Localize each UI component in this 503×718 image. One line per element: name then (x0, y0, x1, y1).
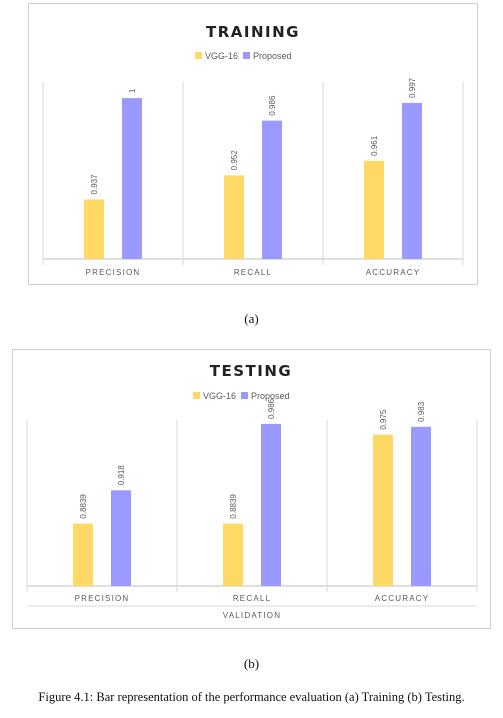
training-bar-accuracy-0 (364, 160, 384, 259)
testing-bar-recall-0 (223, 523, 243, 586)
training-chart: TRAINING VGG-16 Proposed 0.937 1 PRECISION 0.9… (42, 23, 464, 277)
testing-legend-swatch-0 (193, 392, 200, 399)
testing-chart-panel: TESTING VGG-16 Proposed 0.8839 0.918 PRECISIO… (12, 349, 491, 629)
testing-bar-accuracy-1 (411, 426, 431, 586)
training-bar-precision-0 (84, 199, 104, 259)
subcaption-b: (b) (243, 656, 260, 671)
training-data-label: 1 (128, 88, 137, 93)
testing-data-label: 0.975 (379, 409, 388, 430)
training-legend-swatch-0 (195, 52, 202, 59)
training-bar-recall-1 (262, 120, 282, 259)
training-category-label: PRECISION (86, 268, 141, 277)
testing-data-label: 0.983 (417, 401, 426, 422)
testing-legend-label-0: VGG-16 (203, 391, 236, 401)
testing-legend-label-1: Proposed (251, 391, 290, 401)
testing-data-label: 0.8839 (229, 494, 238, 519)
training-bar-recall-0 (224, 175, 244, 259)
training-data-label: 0.986 (268, 95, 277, 116)
testing-data-label: 0.986 (267, 398, 276, 419)
testing-bar-accuracy-0 (373, 434, 393, 586)
training-bar-accuracy-1 (402, 102, 422, 259)
testing-bar-precision-0 (73, 523, 93, 586)
testing-category-label: RECALL (233, 594, 271, 603)
testing-data-label: 0.8839 (79, 494, 88, 519)
training-data-label: 0.997 (408, 77, 417, 98)
testing-category-label: ACCURACY (375, 594, 430, 603)
testing-category-label: PRECISION (75, 594, 130, 603)
training-data-label: 0.961 (370, 135, 379, 156)
testing-bar-recall-1 (261, 423, 281, 586)
testing-data-label: 0.918 (117, 465, 126, 486)
training-data-label: 0.952 (230, 150, 239, 171)
training-chart-panel: TRAINING VGG-16 Proposed 0.937 1 PRECISION 0.9… (28, 3, 478, 285)
training-legend-swatch-1 (243, 52, 250, 59)
testing-chart: TESTING VGG-16 Proposed 0.8839 0.918 PRECISIO… (26, 362, 478, 620)
testing-legend-swatch-1 (241, 392, 248, 399)
training-category-label: ACCURACY (366, 268, 421, 277)
figure-caption: Figure 4.1: Bar representation of the pe… (38, 690, 465, 704)
testing-chart-title: TESTING (210, 362, 292, 380)
training-legend-label-0: VGG-16 (205, 51, 238, 61)
training-bar-precision-1 (122, 98, 142, 259)
testing-bar-precision-1 (111, 490, 131, 586)
testing-x-axis-title: VALIDATION (223, 611, 281, 620)
training-legend-label-1: Proposed (253, 51, 292, 61)
training-data-label: 0.937 (90, 174, 99, 195)
training-chart-title: TRAINING (206, 23, 300, 41)
subcaption-a: (a) (244, 311, 259, 326)
training-category-label: RECALL (234, 268, 272, 277)
